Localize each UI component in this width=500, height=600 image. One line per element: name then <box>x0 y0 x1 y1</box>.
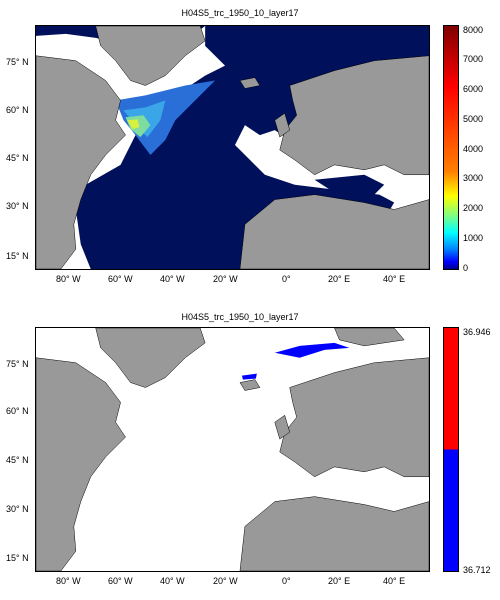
top-lat-label-45: 45° N <box>6 153 29 163</box>
bottom-patch-north <box>274 342 350 358</box>
bottom-lat-label-75: 75° N <box>6 359 29 369</box>
top-cbar-tick-7000: 7000 <box>463 54 484 64</box>
top-lon-label-80w: 80° W <box>56 274 81 284</box>
top-lon-label-20e: 20° E <box>328 274 351 284</box>
top-cbar-tick-1000: 1000 <box>463 233 484 243</box>
bottom-lon-label-0: 0° <box>282 576 291 586</box>
bottom-map-title: H04S5_trc_1950_10_layer17 <box>181 312 299 322</box>
bottom-lat-label-45: 45° N <box>6 455 29 465</box>
bottom-lon-label-60w: 60° W <box>108 576 133 586</box>
bottom-lat-label-15: 15° N <box>6 553 29 563</box>
top-lon-label-40w: 40° W <box>160 274 185 284</box>
bottom-lat-label-60: 60° N <box>6 406 29 416</box>
bottom-africa <box>239 496 429 571</box>
bottom-europe <box>279 357 429 478</box>
top-lat-label-30: 30° N <box>6 201 29 211</box>
bottom-map-panel <box>35 327 430 572</box>
bottom-svalbard <box>334 328 405 347</box>
bottom-lat-label-30: 30° N <box>6 504 29 514</box>
bottom-map-canvas <box>36 328 429 571</box>
bottom-cbar-tick-max: 36.946 <box>463 327 491 337</box>
top-cbar-tick-2000: 2000 <box>463 203 484 213</box>
bottom-patch-small <box>241 373 257 380</box>
top-map-canvas <box>36 26 429 269</box>
top-greenland <box>95 26 206 86</box>
top-cbar-tick-6000: 6000 <box>463 84 484 94</box>
top-lat-label-15: 15° N <box>6 251 29 261</box>
top-map-title: H04S5_trc_1950_10_layer17 <box>181 8 299 18</box>
bottom-colorbar <box>443 327 459 572</box>
top-lon-label-20w: 20° W <box>213 274 238 284</box>
bottom-lon-label-40e: 40° E <box>383 576 406 586</box>
bottom-lon-label-80w: 80° W <box>56 576 81 586</box>
top-lat-label-75: 75° N <box>6 57 29 67</box>
top-lon-label-0: 0° <box>282 274 291 284</box>
bottom-north-america <box>36 357 126 571</box>
top-cbar-tick-5000: 5000 <box>463 114 484 124</box>
top-cbar-tick-4000: 4000 <box>463 144 484 154</box>
top-africa <box>239 194 429 269</box>
top-colorbar <box>443 25 459 270</box>
bottom-cbar-tick-min: 36.712 <box>463 565 491 575</box>
top-lon-label-40e: 40° E <box>383 274 406 284</box>
top-cbar-tick-3000: 3000 <box>463 173 484 183</box>
bottom-uk <box>274 414 290 440</box>
top-north-america <box>36 55 126 269</box>
bottom-lon-label-40w: 40° W <box>160 576 185 586</box>
top-europe <box>279 55 429 176</box>
top-lat-label-60: 60° N <box>6 105 29 115</box>
bottom-iceland <box>239 379 261 391</box>
top-iceland <box>239 77 261 89</box>
bottom-greenland <box>95 328 206 388</box>
top-map-panel <box>35 25 430 270</box>
top-lon-label-60w: 60° W <box>108 274 133 284</box>
bottom-lon-label-20e: 20° E <box>328 576 351 586</box>
top-uk <box>274 112 290 138</box>
top-cbar-tick-0: 0 <box>463 263 469 273</box>
top-cbar-tick-8000: 8000 <box>463 25 484 35</box>
bottom-lon-label-20w: 20° W <box>213 576 238 586</box>
